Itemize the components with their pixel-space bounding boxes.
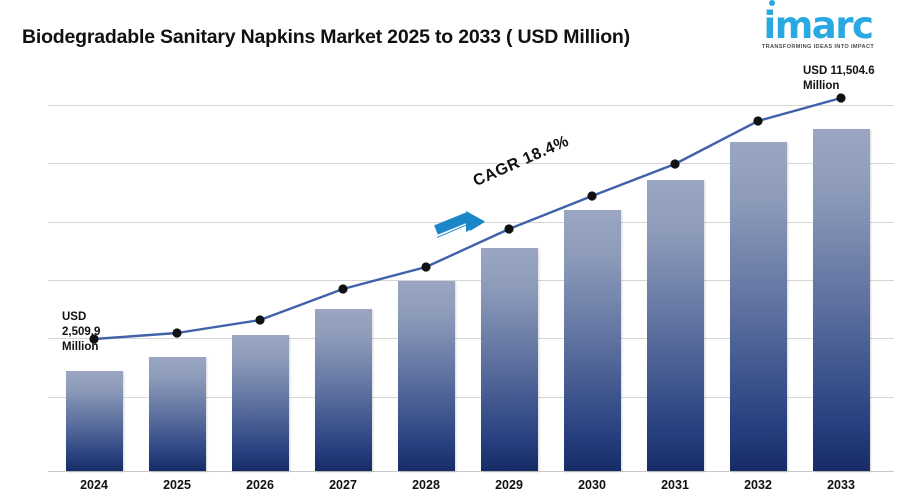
bar-2028[interactable] [398,281,455,471]
x-tick-2029: 2029 [495,478,523,492]
x-tick-2030: 2030 [578,478,606,492]
bar-2025[interactable] [149,357,206,471]
bar-2030[interactable] [564,210,621,471]
x-tick-2028: 2028 [412,478,440,492]
bar-2027[interactable] [315,309,372,471]
imarc-logo: imarc TRANSFORMING IDEAS INTO IMPACT [756,0,880,51]
x-tick-2033: 2033 [827,478,855,492]
gridline [48,397,894,398]
x-tick-2032: 2032 [744,478,772,492]
logo-word-text: imarc [763,4,874,47]
page-title: Biodegradable Sanitary Napkins Market 20… [22,26,630,48]
gridline [48,105,894,106]
x-tick-2031: 2031 [661,478,689,492]
bar-2026[interactable] [232,335,289,471]
logo-wordmark: imarc [756,0,880,44]
logo-tagline: TRANSFORMING IDEAS INTO IMPACT [761,44,875,51]
bar-2024[interactable] [66,371,123,471]
start-value-callout: USD 2,509.9 Million [62,311,101,354]
x-axis-line [48,471,894,472]
bar-2031[interactable] [647,180,704,471]
bar-2033[interactable] [813,129,870,471]
end-value-callout: USD 11,504.6 Million [803,65,875,93]
x-tick-2025: 2025 [163,478,191,492]
x-tick-2027: 2027 [329,478,357,492]
x-tick-2024: 2024 [80,478,108,492]
bar-2029[interactable] [481,248,538,471]
x-tick-2026: 2026 [246,478,274,492]
bar-2032[interactable] [730,142,787,471]
logo-dot-icon [769,0,775,6]
